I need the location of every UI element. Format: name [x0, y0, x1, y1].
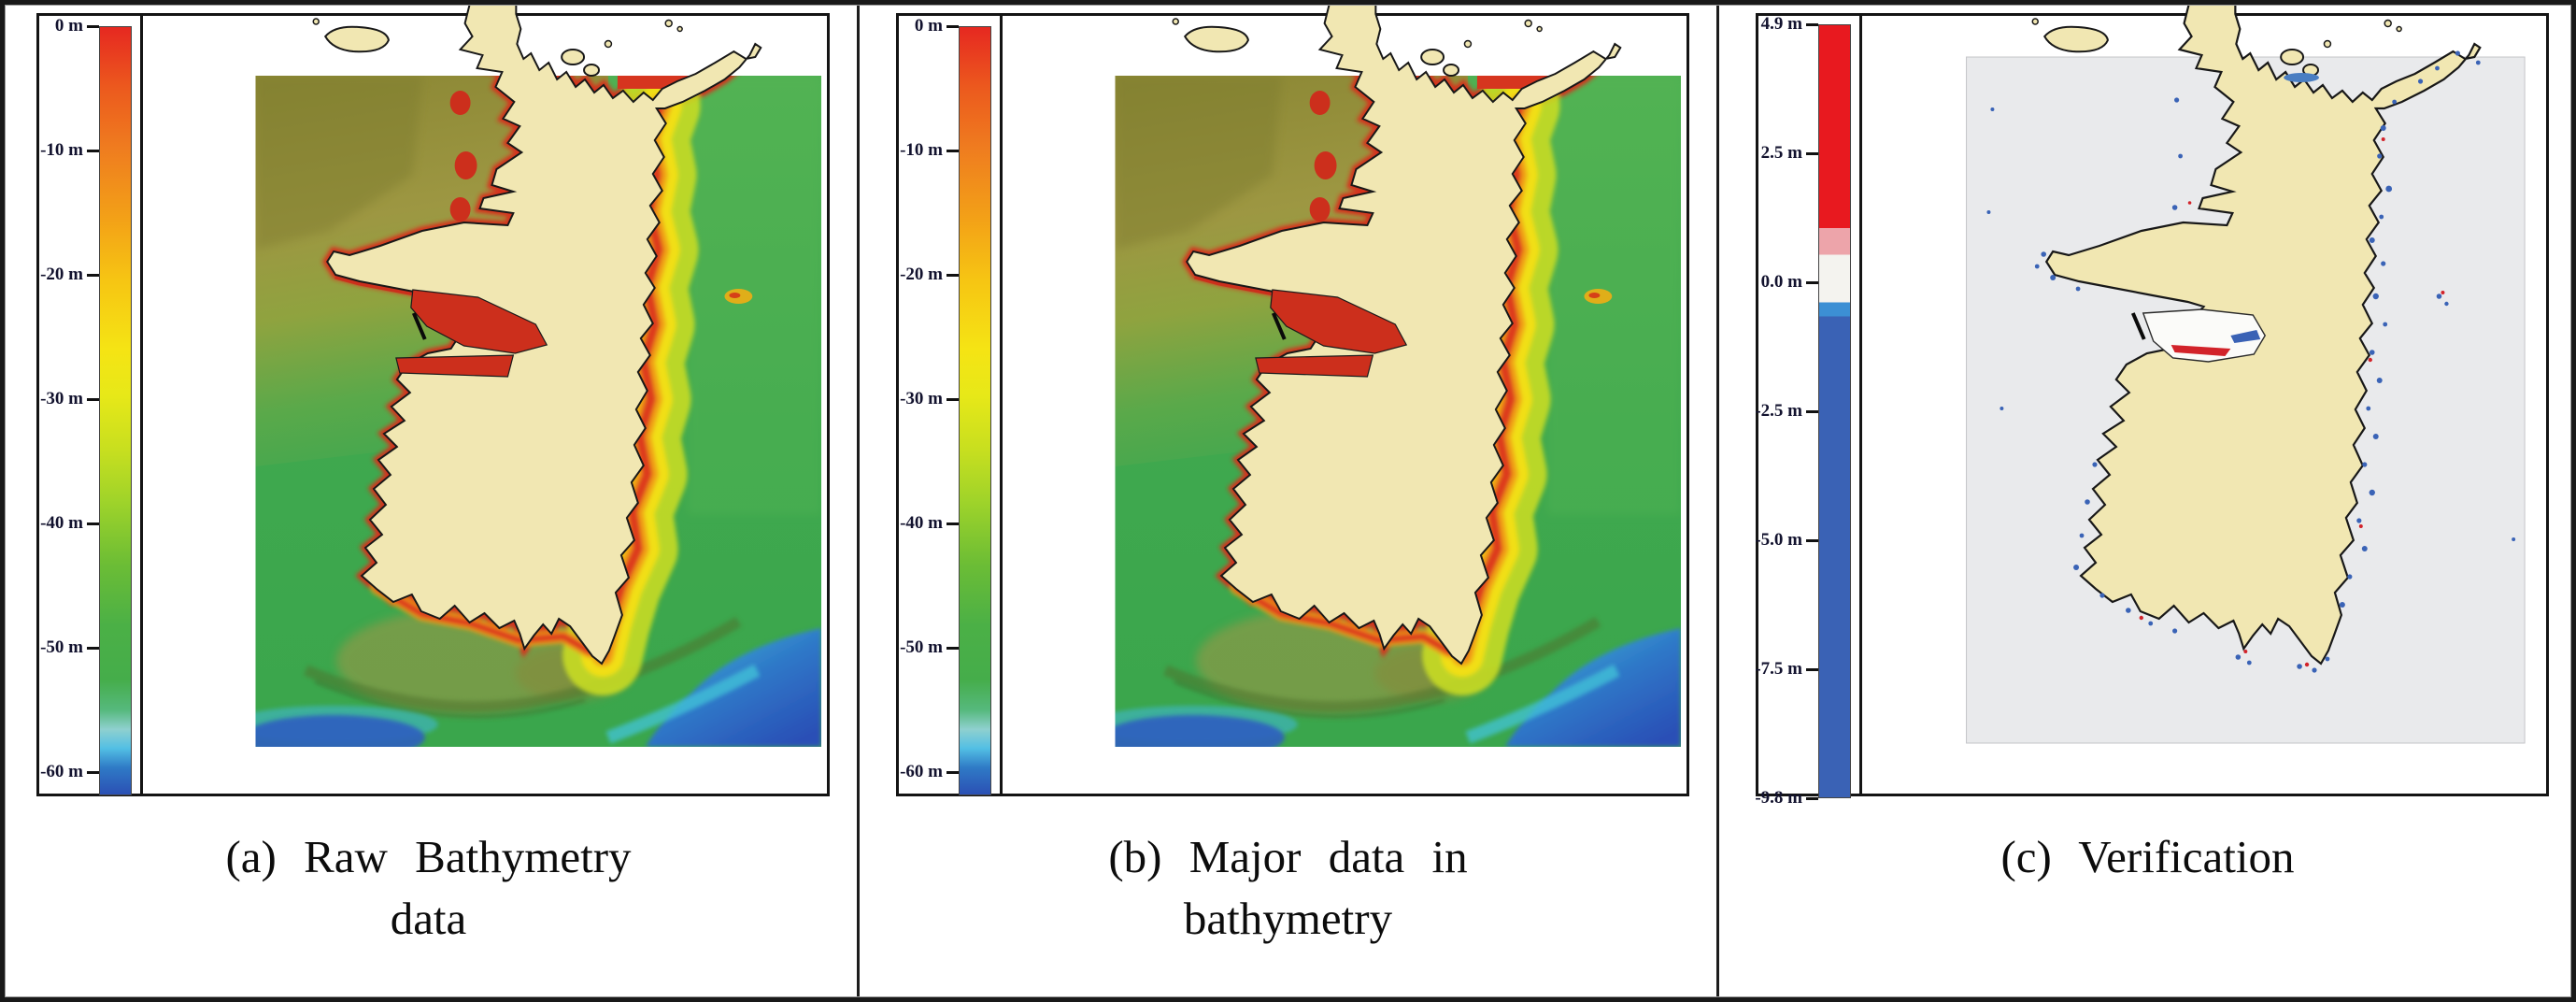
tick-mark — [1806, 280, 1818, 284]
panel-raw-bathymetry: 0 m -10 m -20 m -30 m -40 m -50 m -60 m … — [0, 0, 860, 1002]
tick-label: -60 m — [40, 762, 83, 781]
caption-line: (c) Verification — [2000, 831, 2295, 882]
verification-map — [1862, 16, 2546, 794]
tick-label: -30 m — [900, 389, 943, 408]
tick-label: -7.5 m — [1755, 659, 1802, 679]
caption-a: (a) Raw Bathymetry data — [0, 826, 857, 950]
caption-line: (b) Major data in — [1108, 831, 1468, 882]
tick-label: -5.0 m — [1755, 530, 1802, 550]
tick-mark — [946, 149, 959, 152]
panel-c-colorbar: 4.9 m 2.5 m 0.0 m -2.5 m -5.0 m -7.5 m -… — [1755, 14, 1862, 808]
colorbar-tick: -10 m — [899, 140, 959, 160]
colorbar-gradient — [1818, 24, 1851, 798]
panel-a-colorbar: 0 m -10 m -20 m -30 m -40 m -50 m -60 m — [39, 16, 143, 795]
tick-label: 2.5 m — [1760, 143, 1802, 163]
tick-mark — [946, 522, 959, 525]
bathymetry-map-raw — [143, 16, 827, 794]
colorbar-tick: -60 m — [39, 762, 99, 781]
tick-label: -10 m — [900, 140, 943, 160]
tick-mark — [87, 149, 99, 152]
tick-mark — [1806, 796, 1818, 800]
colorbar-tick: -20 m — [899, 265, 959, 284]
tick-label: -10 m — [40, 140, 83, 160]
caption-b: (b) Major data in bathymetry — [860, 826, 1716, 950]
tick-label: -60 m — [900, 762, 943, 781]
caption-line: (a) Raw Bathymetry — [225, 831, 632, 882]
panel-verification: 4.9 m 2.5 m 0.0 m -2.5 m -5.0 m -7.5 m -… — [1719, 0, 2576, 1002]
tick-mark — [87, 646, 99, 650]
tick-label: 0.0 m — [1760, 272, 1802, 292]
tick-label: 0 m — [54, 16, 83, 36]
tick-label: -50 m — [40, 637, 83, 657]
tick-mark — [87, 273, 99, 277]
colorbar-tick: -50 m — [39, 637, 99, 657]
colorbar-tick: -5.0 m — [1755, 530, 1818, 550]
panel-b-colorbar: 0 m -10 m -20 m -30 m -40 m -50 m -60 m — [899, 16, 1003, 795]
tick-label: -40 m — [900, 513, 943, 533]
caption-line: data — [390, 893, 467, 944]
caption-c: (c) Verification — [1719, 826, 2576, 888]
panel-b-frame: 0 m -10 m -20 m -30 m -40 m -50 m -60 m — [896, 13, 1689, 796]
tick-label: -20 m — [900, 265, 943, 284]
tick-label: 4.9 m — [1760, 14, 1802, 34]
colorbar-tick: -30 m — [39, 389, 99, 408]
caption-line: bathymetry — [1183, 893, 1393, 944]
panel-major-data: 0 m -10 m -20 m -30 m -40 m -50 m -60 m … — [860, 0, 1719, 1002]
colorbar-tick: 2.5 m — [1758, 143, 1818, 163]
tick-label: -9.8 m — [1755, 788, 1802, 808]
tick-mark — [946, 24, 959, 28]
panel-a-frame: 0 m -10 m -20 m -30 m -40 m -50 m -60 m — [36, 13, 830, 796]
tick-label: -30 m — [40, 389, 83, 408]
tick-mark — [87, 24, 99, 28]
tick-mark — [87, 397, 99, 401]
tick-label: -50 m — [900, 637, 943, 657]
tick-mark — [1806, 667, 1818, 671]
tick-mark — [946, 273, 959, 277]
tick-mark — [1806, 22, 1818, 26]
tick-mark — [946, 770, 959, 774]
tick-label: -20 m — [40, 265, 83, 284]
colorbar-tick: -60 m — [899, 762, 959, 781]
tick-mark — [87, 522, 99, 525]
tick-mark — [87, 770, 99, 774]
colorbar-tick: -20 m — [39, 265, 99, 284]
colorbar-gradient — [99, 26, 132, 795]
colorbar-tick: -40 m — [39, 513, 99, 533]
colorbar-tick: 0.0 m — [1758, 272, 1818, 292]
colorbar-tick: 4.9 m — [1758, 14, 1818, 34]
tick-label: -40 m — [40, 513, 83, 533]
colorbar-tick: -7.5 m — [1755, 659, 1818, 679]
colorbar-gradient — [959, 26, 991, 795]
tick-mark — [1806, 538, 1818, 542]
colorbar-tick: 0 m — [899, 16, 959, 36]
colorbar-tick: -2.5 m — [1755, 401, 1818, 421]
tick-label: -2.5 m — [1755, 401, 1802, 421]
colorbar-tick: -40 m — [899, 513, 959, 533]
colorbar-tick: -50 m — [899, 637, 959, 657]
tick-mark — [946, 397, 959, 401]
colorbar-tick: -9.8 m — [1755, 788, 1818, 808]
panel-c-frame: 4.9 m 2.5 m 0.0 m -2.5 m -5.0 m -7.5 m -… — [1755, 13, 2549, 808]
bathymetry-map-major — [1003, 16, 1686, 794]
colorbar-tick: 0 m — [39, 16, 99, 36]
colorbar-tick: -10 m — [39, 140, 99, 160]
tick-mark — [1806, 409, 1818, 413]
tick-mark — [1806, 151, 1818, 155]
colorbar-tick: -30 m — [899, 389, 959, 408]
tick-label: 0 m — [914, 16, 943, 36]
tick-mark — [946, 646, 959, 650]
